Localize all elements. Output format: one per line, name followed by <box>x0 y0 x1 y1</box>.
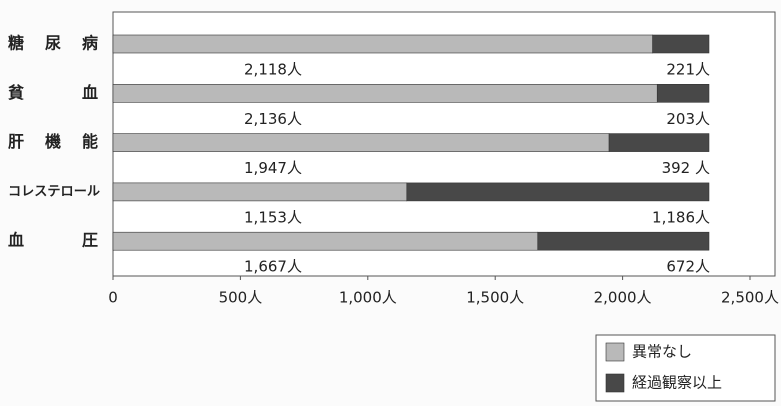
bar-segment <box>656 84 710 103</box>
x-tick-label: 1,000人 <box>339 289 397 307</box>
bar-segment <box>112 133 610 152</box>
x-tick-label: 2,000人 <box>594 289 652 307</box>
value-label: 672人 <box>666 258 710 276</box>
value-label: 2,136人 <box>244 110 302 128</box>
value-label: 392 人 <box>662 159 710 177</box>
bar-segment <box>608 133 710 152</box>
value-label: 1,186人 <box>652 208 710 226</box>
legend-swatch <box>605 342 625 362</box>
value-label: 1,667人 <box>244 258 302 276</box>
category-label: コレステロール <box>8 184 100 199</box>
category-label: 貧血 <box>8 83 98 102</box>
value-label: 203人 <box>666 110 710 128</box>
category-label: 肝機能 <box>8 132 98 151</box>
value-label: 1,947人 <box>244 159 302 177</box>
legend-label: 経過観察以上 <box>632 374 722 392</box>
bar-segment <box>406 182 710 202</box>
value-label: 2,118人 <box>244 61 302 79</box>
x-tick-label: 500人 <box>219 289 263 307</box>
legend-swatch <box>605 373 625 393</box>
x-tick-label: 2,500人 <box>721 289 779 307</box>
bar-segment <box>112 84 658 103</box>
bar-segment <box>112 182 408 202</box>
bar-segment <box>537 231 710 251</box>
bar-segment <box>652 34 710 54</box>
x-tick-label: 1,500人 <box>466 289 524 307</box>
value-label: 221人 <box>666 61 710 79</box>
legend-frame <box>595 334 776 402</box>
bar-segment <box>112 34 653 54</box>
bar-segment <box>112 231 539 251</box>
value-label: 1,153人 <box>244 208 302 226</box>
x-tick-label: 0 <box>108 289 118 307</box>
legend-label: 異常なし <box>632 343 692 361</box>
category-label: 血圧 <box>8 231 98 250</box>
category-label: 糖尿病 <box>8 34 98 53</box>
